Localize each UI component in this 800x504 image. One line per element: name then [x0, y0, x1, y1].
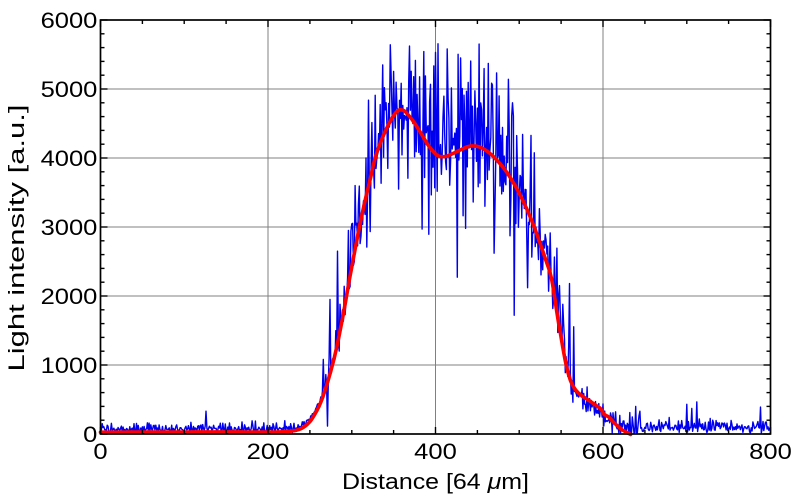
svg-text:6000: 6000 [41, 8, 98, 33]
svg-text:0: 0 [93, 439, 107, 464]
svg-text:3000: 3000 [41, 215, 98, 240]
svg-text:0: 0 [83, 422, 97, 447]
svg-text:800: 800 [749, 439, 792, 464]
svg-text:400: 400 [414, 439, 457, 464]
svg-text:200: 200 [247, 439, 290, 464]
svg-text:600: 600 [582, 439, 625, 464]
svg-text:5000: 5000 [41, 77, 98, 102]
svg-text:1000: 1000 [41, 353, 98, 378]
svg-text:Light intensity [a.u.]: Light intensity [a.u.] [4, 105, 29, 372]
svg-text:2000: 2000 [41, 284, 98, 309]
svg-text:4000: 4000 [41, 146, 98, 171]
svg-text:Distance [64 μm]: Distance [64 μm] [342, 469, 529, 494]
